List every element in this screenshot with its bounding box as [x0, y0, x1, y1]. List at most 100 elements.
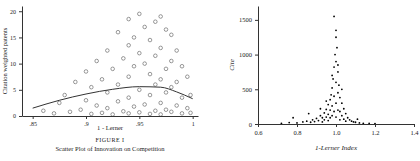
point	[159, 113, 163, 116]
tick: 0	[13, 113, 22, 119]
point	[341, 115, 343, 117]
point	[90, 112, 94, 116]
point	[170, 59, 174, 63]
point	[335, 36, 337, 38]
point	[148, 93, 152, 97]
tick-label: 0.8	[293, 129, 301, 136]
tick: 1000	[239, 51, 258, 58]
point	[122, 109, 126, 113]
point	[127, 75, 131, 79]
point	[312, 119, 314, 121]
tick: 0	[249, 121, 258, 128]
point	[334, 54, 336, 56]
point	[339, 111, 341, 113]
tick-label: 10	[10, 61, 16, 67]
point	[68, 110, 72, 114]
tick-mark	[19, 37, 22, 38]
point	[321, 121, 323, 123]
tick: .95	[136, 116, 144, 127]
point	[314, 121, 316, 123]
point	[288, 122, 290, 124]
tick: 500	[242, 86, 258, 93]
point	[330, 94, 332, 96]
tick-label: 15	[10, 35, 16, 41]
tick-mark	[414, 124, 415, 127]
chart: 0.60.81.01.21.40500100015001-Lerner Inde…	[228, 7, 419, 153]
tick-label: .95	[136, 121, 144, 127]
point	[327, 104, 329, 106]
point	[333, 111, 335, 113]
point	[355, 121, 357, 123]
point	[132, 36, 136, 40]
point	[159, 78, 163, 82]
point	[329, 109, 331, 111]
point	[335, 116, 337, 118]
tick-mark	[19, 90, 22, 91]
tick-mark	[19, 116, 22, 117]
point	[52, 112, 56, 116]
plot-area	[281, 16, 376, 124]
point	[154, 83, 158, 87]
axis-line	[23, 116, 199, 117]
axis-line	[258, 7, 259, 125]
tick-mark	[139, 116, 140, 119]
point	[164, 67, 168, 71]
tick: 0.6	[254, 124, 263, 136]
point	[164, 91, 168, 95]
point	[336, 47, 338, 49]
point	[127, 96, 131, 100]
point	[337, 64, 339, 66]
point	[79, 108, 83, 112]
point	[296, 122, 298, 124]
subtitle: Scatter Plot of Innovation on Competitio…	[55, 145, 165, 152]
point	[58, 101, 62, 105]
point	[84, 70, 88, 74]
point	[122, 57, 126, 61]
point	[368, 123, 370, 124]
tick-label: .85	[29, 121, 37, 127]
point	[338, 84, 340, 86]
tick: 1.0	[332, 124, 340, 136]
plot-area	[33, 12, 193, 116]
tick: .85	[29, 116, 37, 127]
point	[111, 113, 115, 116]
point	[180, 112, 184, 116]
point	[170, 33, 174, 37]
point	[337, 71, 339, 73]
tick-label: 1	[192, 121, 195, 127]
point	[95, 59, 99, 63]
point	[127, 112, 131, 116]
point	[175, 104, 179, 108]
point	[353, 121, 355, 123]
point	[127, 43, 131, 47]
point	[180, 64, 184, 68]
point	[327, 120, 329, 122]
y-label: Citation weighted patents	[1, 27, 8, 94]
point	[292, 117, 294, 119]
point	[335, 102, 337, 104]
tick-label: 0	[13, 113, 16, 119]
point	[154, 54, 158, 58]
tick-mark	[255, 124, 258, 125]
point	[323, 119, 325, 121]
tick: 15	[10, 35, 22, 41]
point	[159, 46, 163, 50]
point	[143, 62, 147, 66]
point	[341, 88, 343, 90]
tick-mark	[193, 116, 194, 119]
tick: 1.4	[410, 124, 419, 136]
point	[154, 20, 158, 24]
tick: 1.2	[371, 124, 379, 136]
tick-label: 1.2	[371, 129, 379, 136]
point	[335, 61, 337, 63]
point	[100, 111, 104, 115]
point	[111, 67, 115, 71]
point	[320, 115, 322, 117]
point	[95, 104, 99, 108]
tick-mark	[297, 124, 298, 127]
point	[84, 98, 88, 102]
tick-mark	[19, 64, 22, 65]
point	[42, 109, 46, 113]
point	[343, 118, 345, 120]
x-label: 1 - Lerner	[97, 124, 124, 131]
